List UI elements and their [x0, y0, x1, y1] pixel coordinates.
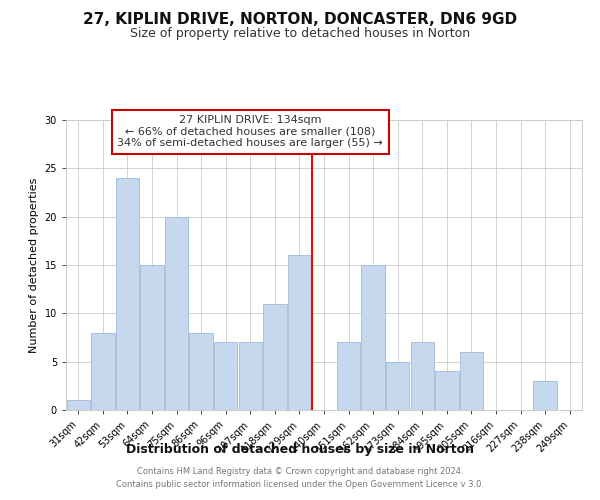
Bar: [288, 256, 311, 410]
Bar: [67, 400, 90, 410]
Y-axis label: Number of detached properties: Number of detached properties: [29, 178, 39, 352]
Bar: [91, 332, 115, 410]
Text: Contains public sector information licensed under the Open Government Licence v : Contains public sector information licen…: [116, 480, 484, 489]
Text: 27 KIPLIN DRIVE: 134sqm
← 66% of detached houses are smaller (108)
34% of semi-d: 27 KIPLIN DRIVE: 134sqm ← 66% of detache…: [118, 115, 383, 148]
Bar: [140, 265, 164, 410]
Bar: [116, 178, 139, 410]
Bar: [190, 332, 213, 410]
Bar: [361, 265, 385, 410]
Text: Size of property relative to detached houses in Norton: Size of property relative to detached ho…: [130, 28, 470, 40]
Bar: [460, 352, 483, 410]
Text: Contains HM Land Registry data © Crown copyright and database right 2024.: Contains HM Land Registry data © Crown c…: [137, 467, 463, 476]
Text: Distribution of detached houses by size in Norton: Distribution of detached houses by size …: [126, 442, 474, 456]
Bar: [533, 381, 557, 410]
Bar: [410, 342, 434, 410]
Bar: [386, 362, 409, 410]
Bar: [435, 372, 458, 410]
Bar: [337, 342, 360, 410]
Text: 27, KIPLIN DRIVE, NORTON, DONCASTER, DN6 9GD: 27, KIPLIN DRIVE, NORTON, DONCASTER, DN6…: [83, 12, 517, 28]
Bar: [239, 342, 262, 410]
Bar: [214, 342, 238, 410]
Bar: [165, 216, 188, 410]
Bar: [263, 304, 287, 410]
